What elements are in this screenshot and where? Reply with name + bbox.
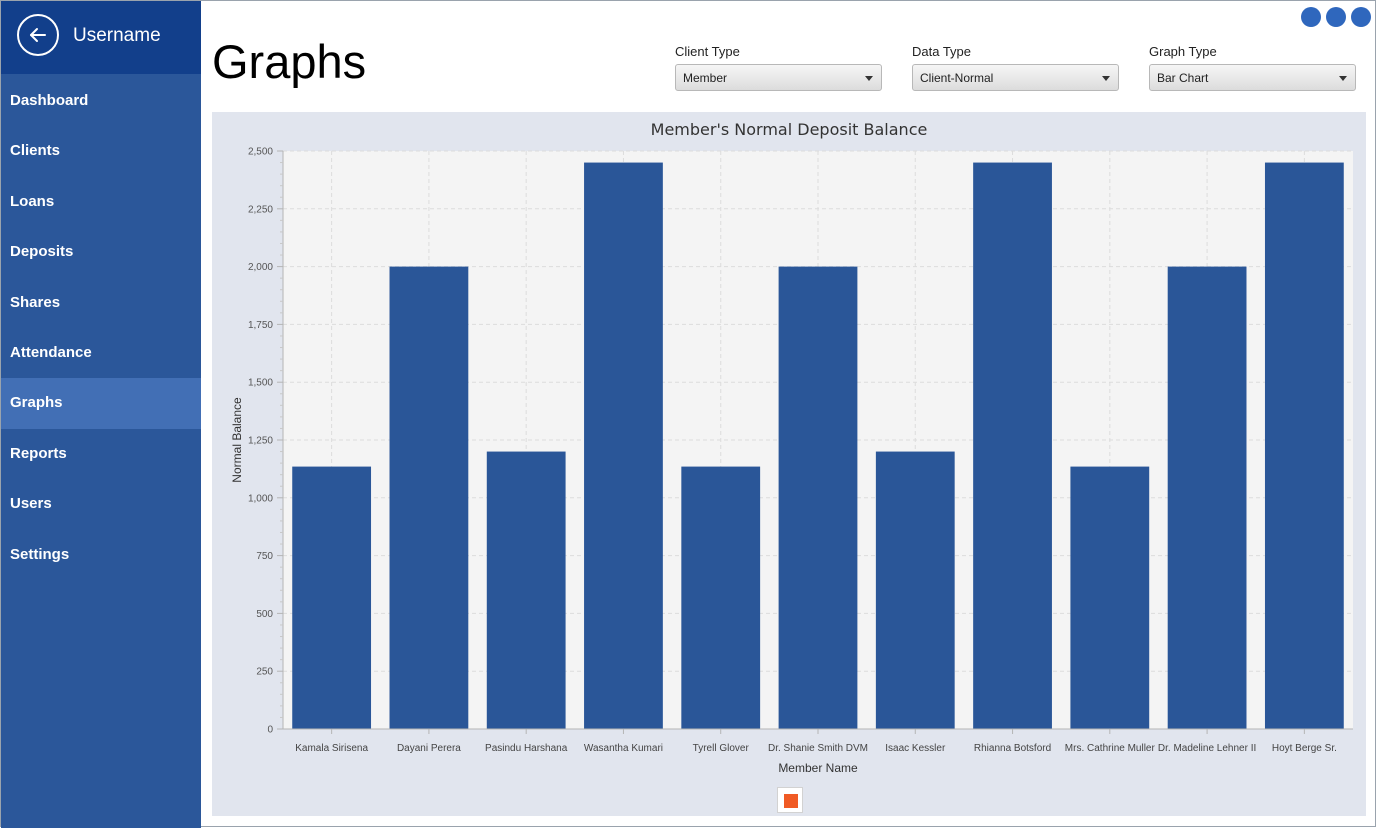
chevron-down-icon [1102, 76, 1110, 81]
chevron-down-icon [865, 76, 873, 81]
y-tick-label: 500 [256, 609, 273, 620]
sidebar-item-loans[interactable]: Loans [10, 192, 55, 210]
y-tick-label: 750 [256, 551, 273, 562]
y-tick-label: 2,250 [248, 204, 273, 215]
x-axis-label: Member Name [778, 761, 858, 775]
x-tick-label: Pasindu Harshana [485, 743, 568, 754]
y-tick-label: 2,000 [248, 262, 273, 273]
sidebar-header: Username [1, 1, 201, 74]
graph-type-filter: Graph Type Bar Chart [1149, 44, 1356, 91]
y-tick-label: 1,750 [248, 320, 273, 331]
username-label: Username [73, 25, 161, 46]
y-tick-label: 250 [256, 667, 273, 678]
x-axis-ticks: Kamala Sirisena Dayani Perera Pasindu Hars… [295, 729, 1337, 754]
graph-type-value: Bar Chart [1157, 71, 1209, 85]
client-type-select[interactable]: Member [675, 64, 882, 91]
bar-chart: 0 250 500 750 1,000 1,250 1,500 1,750 2,000 2,250… [230, 120, 1353, 775]
sidebar-item-graphs[interactable]: Graphs [1, 378, 201, 429]
bar [292, 466, 372, 729]
bar [584, 162, 663, 729]
legend[interactable] [777, 787, 803, 813]
bar [778, 266, 858, 729]
client-type-value: Member [683, 71, 728, 85]
y-tick-label: 2,500 [248, 147, 273, 158]
sidebar-item-deposits[interactable]: Deposits [10, 243, 74, 261]
main-content: Graphs Client Type Member Data Type Clie… [202, 2, 1375, 826]
close-button[interactable] [1351, 7, 1371, 27]
sidebar-nav: Dashboard Clients Loans Deposits Shares … [1, 76, 201, 580]
graph-type-label: Graph Type [1149, 44, 1217, 59]
back-button[interactable] [17, 14, 59, 56]
x-tick-label: Rhianna Botsford [974, 743, 1051, 754]
bar [1264, 162, 1344, 729]
sidebar-item-reports[interactable]: Reports [10, 444, 67, 462]
data-type-label: Data Type [912, 44, 972, 59]
bar [875, 451, 955, 729]
chart-panel: 0 250 500 750 1,000 1,250 1,500 1,750 2,000 2,250… [212, 112, 1366, 816]
x-tick-label: Isaac Kessler [885, 743, 946, 754]
data-type-value: Client-Normal [920, 71, 994, 85]
y-tick-label: 1,500 [248, 378, 273, 389]
bar [1070, 466, 1150, 729]
x-tick-label: Dr. Madeline Lehner II [1158, 743, 1256, 754]
sidebar-item-dashboard[interactable]: Dashboard [10, 92, 89, 109]
bars [292, 162, 1344, 729]
x-tick-label: Mrs. Cathrine Muller [1065, 743, 1156, 754]
x-tick-label: Dayani Perera [397, 743, 461, 754]
graph-type-select[interactable]: Bar Chart [1149, 64, 1356, 91]
sidebar-item-clients[interactable]: Clients [10, 142, 61, 160]
minimize-button[interactable] [1301, 7, 1321, 27]
sidebar-item-shares[interactable]: Shares [10, 293, 61, 311]
x-tick-label: Tyrell Glover [693, 743, 750, 754]
x-tick-label: Hoyt Berge Sr. [1272, 743, 1337, 754]
sidebar-item-settings[interactable]: Settings [10, 545, 70, 563]
y-axis-ticks: 0 250 500 750 1,000 1,250 1,500 1,750 2,000 2,250… [248, 147, 283, 736]
arrow-left-icon [30, 28, 46, 42]
maximize-button[interactable] [1326, 7, 1346, 27]
y-tick-label: 0 [267, 725, 273, 736]
client-type-filter: Client Type Member [675, 44, 882, 91]
bar [681, 466, 761, 729]
bar [389, 266, 469, 729]
x-tick-label: Kamala Sirisena [295, 743, 368, 754]
data-type-filter: Data Type Client-Normal [912, 44, 1119, 91]
chevron-down-icon [1339, 76, 1347, 81]
sidebar: Username Dashboard Clients Loans Deposit… [1, 1, 201, 828]
y-axis-label: Normal Balance [230, 397, 244, 483]
x-tick-label: Dr. Shanie Smith DVM [768, 743, 868, 754]
y-tick-label: 1,000 [248, 493, 273, 504]
bar [486, 451, 566, 729]
sidebar-item-users[interactable]: Users [10, 495, 52, 513]
chart-title: Member's Normal Deposit Balance [651, 120, 928, 139]
page-title: Graphs [212, 35, 367, 88]
legend-swatch [784, 794, 798, 808]
window-controls [1301, 7, 1371, 27]
client-type-label: Client Type [675, 44, 740, 59]
y-tick-label: 1,250 [248, 436, 273, 447]
bar [1167, 266, 1247, 729]
bar [973, 162, 1052, 729]
data-type-select[interactable]: Client-Normal [912, 64, 1119, 91]
x-tick-label: Wasantha Kumari [584, 743, 663, 754]
sidebar-item-attendance[interactable]: Attendance [10, 343, 92, 361]
